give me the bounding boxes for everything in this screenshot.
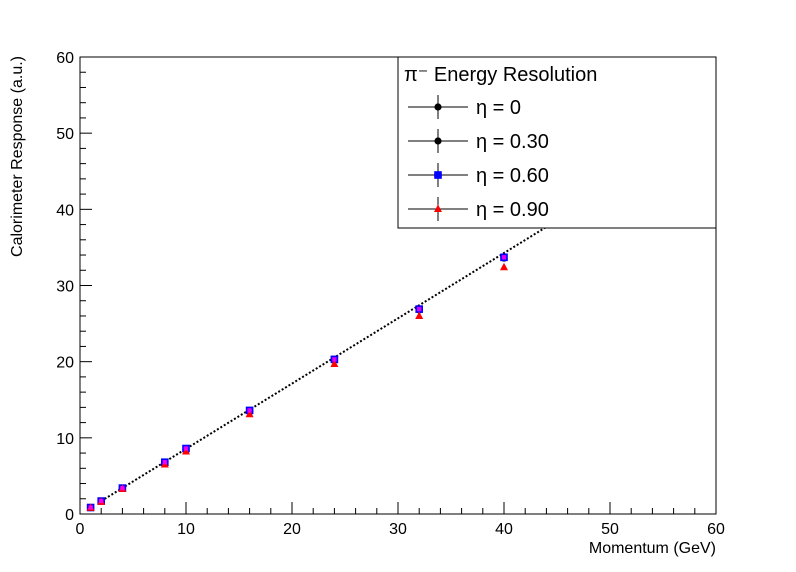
data-point-overlay: [162, 460, 167, 465]
axes-layer: 0 10 20 30 40 50 60 0 10 20 30 40 50 60: [56, 50, 725, 538]
y-tick-label: 30: [56, 279, 74, 296]
data-point-overlay: [99, 498, 104, 504]
legend-entry-label: η = 0: [476, 97, 521, 119]
legend-marker: [434, 171, 442, 179]
data-point: [245, 409, 254, 418]
data-point-overlay: [417, 306, 422, 312]
y-axis-label: Calorimeter Response (a.u.): [9, 56, 26, 257]
data-point: [182, 447, 190, 455]
legend-marker: [434, 137, 442, 145]
y-tick-label: 60: [56, 50, 74, 67]
x-tick-label: 30: [389, 521, 407, 538]
legend-marker: [434, 204, 442, 212]
legend-entry-label: η = 0.90: [476, 199, 549, 221]
data-point: [500, 262, 508, 271]
x-tick-label: 60: [707, 521, 725, 538]
legend-marker: [434, 103, 442, 111]
data-points-layer: [86, 253, 508, 512]
legend: π⁻ Energy Resolution η = 0 η = 0.30 η = 0.6…: [397, 56, 717, 229]
y-tick-label: 50: [56, 126, 74, 143]
data-point-overlay: [501, 255, 507, 260]
data-point: [330, 359, 339, 367]
x-tick-label: 10: [177, 521, 195, 538]
x-tick-label: 20: [283, 521, 301, 538]
legend-entry-label: η = 0.60: [476, 165, 549, 187]
data-point-overlay: [120, 485, 125, 491]
y-tick-label: 10: [56, 431, 74, 448]
y-tick-label: 40: [56, 202, 74, 219]
y-tick-label: 0: [65, 507, 74, 524]
x-tick-label: 40: [495, 521, 513, 538]
x-tick-label: 0: [76, 521, 85, 538]
legend-title: π⁻ Energy Resolution: [404, 64, 597, 86]
data-point: [415, 311, 424, 319]
data-point-overlay: [88, 505, 93, 510]
x-tick-label: 50: [601, 521, 619, 538]
data-point-overlay: [247, 408, 252, 413]
data-point-overlay: [332, 357, 337, 362]
legend-box: [397, 56, 717, 229]
legend-entry-label: η = 0.30: [476, 131, 549, 153]
x-axis-label: Momentum (GeV): [589, 540, 716, 557]
y-tick-label: 20: [56, 355, 74, 372]
data-point-overlay: [183, 446, 189, 451]
